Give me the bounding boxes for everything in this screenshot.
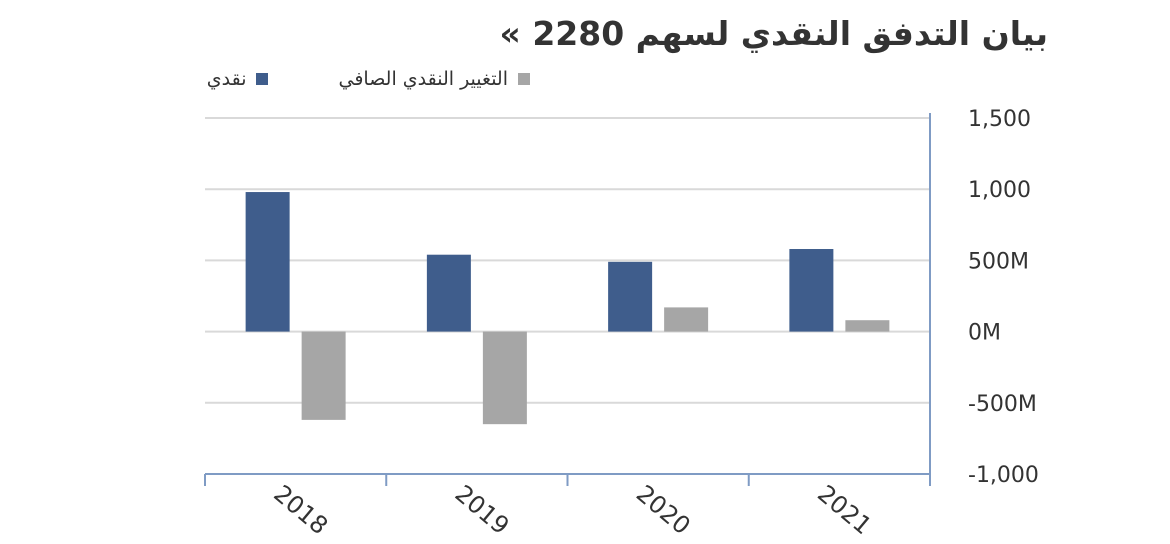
y-tick-label: 0M (968, 321, 1001, 346)
x-tick-label: 2018 (268, 480, 333, 541)
chart-title: بيان التدفق النقدي لسهم 2280 » (499, 14, 1049, 53)
bar-cash-2021 (789, 249, 834, 332)
legend-swatch-cash (256, 73, 269, 85)
bar-net-change-2019 (482, 331, 527, 425)
legend-label-net-change: التغيير النقدي الصافي (338, 68, 508, 90)
bar-cash-2019 (426, 254, 471, 332)
x-tick-label: 2020 (631, 480, 696, 541)
legend-label-cash: نقدي (206, 68, 247, 90)
bar-cash-2018 (245, 192, 290, 332)
x-tick-label: 2019 (450, 480, 515, 541)
x-tick-label: 2021 (812, 480, 877, 541)
bar-net-change-2018 (301, 331, 346, 420)
y-tick-label: -500M (968, 392, 1037, 417)
bar-cash-2020 (608, 261, 653, 332)
bar-net-change-2020 (664, 307, 709, 332)
y-tick-label: 1,500 (968, 107, 1031, 132)
bar-net-change-2021 (845, 320, 890, 332)
y-tick-label: 500M (968, 249, 1029, 274)
legend: نقدي التغيير النقدي الصافي (207, 68, 530, 90)
legend-swatch-net-change (518, 73, 530, 85)
legend-item-cash: نقدي (207, 68, 269, 90)
y-tick-label: 1,000 (968, 178, 1031, 203)
legend-item-net-change: التغيير النقدي الصافي (338, 68, 530, 90)
y-tick-label: -1,000 (968, 463, 1039, 488)
